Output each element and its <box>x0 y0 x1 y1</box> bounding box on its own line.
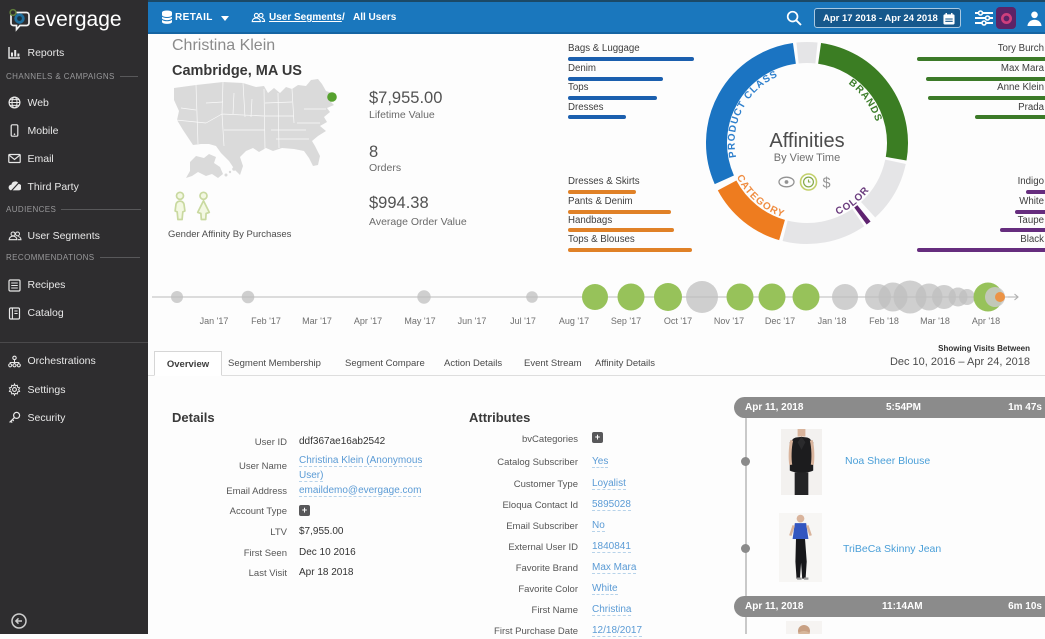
svg-text:Jul '17: Jul '17 <box>510 316 536 326</box>
svg-text:Dec '17: Dec '17 <box>765 316 795 326</box>
svg-text:Jun '17: Jun '17 <box>458 316 487 326</box>
svg-text:$: $ <box>822 176 830 192</box>
svg-text:Apr '18: Apr '18 <box>972 316 1000 326</box>
svg-text:Mar '18: Mar '18 <box>920 316 950 326</box>
svg-text:Mar '17: Mar '17 <box>302 316 332 326</box>
svg-text:Aug '17: Aug '17 <box>559 316 589 326</box>
svg-text:Nov '17: Nov '17 <box>714 316 744 326</box>
svg-text:Sep '17: Sep '17 <box>611 316 641 326</box>
svg-text:Feb '18: Feb '18 <box>869 316 899 326</box>
svg-text:Jan '17: Jan '17 <box>200 316 229 326</box>
svg-text:Apr '17: Apr '17 <box>354 316 382 326</box>
svg-text:Feb '17: Feb '17 <box>251 316 281 326</box>
svg-text:By View Time: By View Time <box>774 152 840 164</box>
svg-text:Oct '17: Oct '17 <box>664 316 692 326</box>
svg-text:Jan '18: Jan '18 <box>818 316 847 326</box>
svg-text:Affinities: Affinities <box>769 130 844 152</box>
svg-text:May '17: May '17 <box>404 316 435 326</box>
